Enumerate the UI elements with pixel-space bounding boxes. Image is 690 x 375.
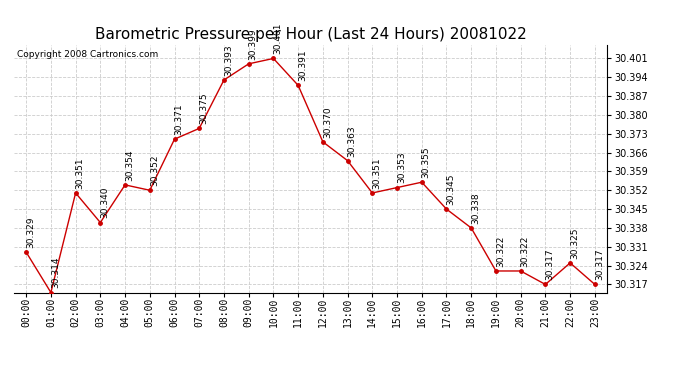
Text: 30.363: 30.363: [348, 125, 357, 156]
Text: 30.322: 30.322: [521, 236, 530, 267]
Text: 30.353: 30.353: [397, 152, 406, 183]
Text: 30.393: 30.393: [224, 44, 233, 76]
Text: 30.370: 30.370: [323, 106, 332, 138]
Text: 30.371: 30.371: [175, 104, 184, 135]
Text: Copyright 2008 Cartronics.com: Copyright 2008 Cartronics.com: [17, 50, 158, 59]
Text: 30.375: 30.375: [199, 93, 208, 124]
Text: 30.345: 30.345: [446, 173, 455, 205]
Text: 30.338: 30.338: [471, 192, 480, 224]
Text: 30.317: 30.317: [595, 249, 604, 280]
Text: 30.354: 30.354: [125, 149, 134, 181]
Text: 30.340: 30.340: [100, 187, 109, 218]
Text: 30.391: 30.391: [298, 50, 307, 81]
Text: 30.314: 30.314: [51, 257, 60, 288]
Title: Barometric Pressure per Hour (Last 24 Hours) 20081022: Barometric Pressure per Hour (Last 24 Ho…: [95, 27, 526, 42]
Text: 30.329: 30.329: [26, 216, 35, 248]
Text: 30.352: 30.352: [150, 154, 159, 186]
Text: 30.322: 30.322: [496, 236, 505, 267]
Text: 30.351: 30.351: [76, 157, 85, 189]
Text: 30.351: 30.351: [373, 157, 382, 189]
Text: 30.399: 30.399: [248, 28, 257, 60]
Text: 30.355: 30.355: [422, 146, 431, 178]
Text: 30.401: 30.401: [273, 23, 282, 54]
Text: 30.325: 30.325: [570, 227, 579, 259]
Text: 30.317: 30.317: [545, 249, 554, 280]
